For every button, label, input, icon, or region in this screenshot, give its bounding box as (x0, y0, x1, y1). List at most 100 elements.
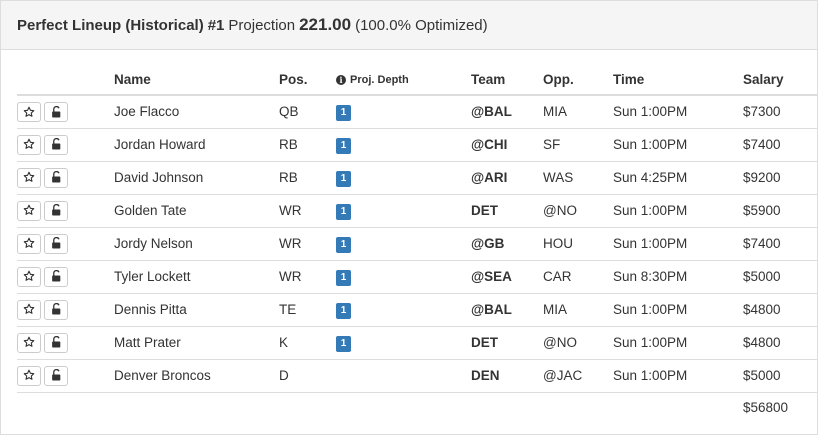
lock-button[interactable] (44, 266, 68, 287)
game-time: Sun 1:00PM (613, 194, 743, 228)
player-name[interactable]: Golden Tate (114, 194, 279, 228)
depth-badge: 1 (336, 302, 351, 319)
depth-badge: 1 (336, 269, 351, 286)
team-column-header[interactable]: Team (471, 65, 543, 96)
player-name[interactable]: Jordan Howard (114, 128, 279, 162)
table-header-row: Name Pos. i Proj. Depth Team Opp. Time Sa… (17, 65, 818, 96)
total-row: $56800 (17, 392, 818, 422)
row-actions (17, 326, 114, 360)
unlock-icon (51, 171, 60, 183)
unlock-icon (51, 303, 60, 315)
table-row: Denver Broncos D DEN @JAC Sun 1:00PM $50… (17, 359, 818, 393)
proj-depth-cell: 1 (336, 95, 471, 129)
table-row: Golden Tate WR 1 DET @NO Sun 1:00PM $590… (17, 194, 818, 228)
table-row: Jordan Howard RB 1 @CHI SF Sun 1:00PM $7… (17, 128, 818, 162)
proj-depth-cell: 1 (336, 161, 471, 195)
star-icon (23, 370, 35, 381)
player-name[interactable]: David Johnson (114, 161, 279, 195)
optimized-percent: (100.0% Optimized) (355, 16, 488, 34)
depth-column-header[interactable]: i Proj. Depth (336, 65, 471, 96)
player-opponent: MIA (543, 95, 613, 129)
game-time: Sun 1:00PM (613, 95, 743, 129)
row-actions (17, 359, 114, 393)
total-row-spacer (471, 392, 543, 422)
lock-button[interactable] (44, 332, 68, 353)
game-time: Sun 1:00PM (613, 326, 743, 360)
lock-button[interactable] (44, 101, 68, 122)
proj-depth-cell: 1 (336, 260, 471, 294)
total-row-spacer (17, 392, 114, 422)
game-time: Sun 1:00PM (613, 293, 743, 327)
depth-column-label: Proj. Depth (350, 73, 409, 86)
player-team: @BAL (471, 293, 543, 327)
name-column-header[interactable]: Name (114, 65, 279, 96)
row-actions (17, 95, 114, 129)
lock-button[interactable] (44, 233, 68, 254)
player-position: TE (279, 293, 336, 327)
game-time: Sun 1:00PM (613, 359, 743, 393)
unlock-icon (51, 204, 60, 216)
player-name[interactable]: Matt Prater (114, 326, 279, 360)
proj-depth-cell: 1 (336, 293, 471, 327)
lineup-rank: #1 (207, 16, 225, 34)
player-opponent: @NO (543, 194, 613, 228)
lock-button[interactable] (44, 299, 68, 320)
time-column-header[interactable]: Time (613, 65, 743, 96)
star-button[interactable] (17, 332, 41, 353)
player-opponent: HOU (543, 227, 613, 261)
player-opponent: @JAC (543, 359, 613, 393)
projection-label: Projection (228, 16, 296, 34)
player-position: WR (279, 194, 336, 228)
projection-value: 221.00 (299, 15, 352, 34)
player-team: DEN (471, 359, 543, 393)
pos-column-header[interactable]: Pos. (279, 65, 336, 96)
total-row-spacer (543, 392, 613, 422)
star-icon (23, 172, 35, 183)
player-opponent: WAS (543, 161, 613, 195)
proj-depth-cell: 1 (336, 227, 471, 261)
star-button[interactable] (17, 200, 41, 221)
total-salary: $56800 (743, 399, 789, 415)
total-row-spacer (613, 392, 743, 422)
star-button[interactable] (17, 101, 41, 122)
proj-depth-cell: 1 (336, 326, 471, 360)
lock-button[interactable] (44, 365, 68, 386)
player-name[interactable]: Jordy Nelson (114, 227, 279, 261)
actions-column-header (17, 65, 114, 96)
unlock-icon (51, 237, 60, 249)
player-opponent: CAR (543, 260, 613, 294)
player-name[interactable]: Dennis Pitta (114, 293, 279, 327)
player-position: QB (279, 95, 336, 129)
player-position: K (279, 326, 336, 360)
player-name[interactable]: Denver Broncos (114, 359, 279, 393)
star-button[interactable] (17, 299, 41, 320)
player-team: @GB (471, 227, 543, 261)
star-icon (23, 205, 35, 216)
star-button[interactable] (17, 134, 41, 155)
lock-button[interactable] (44, 167, 68, 188)
star-button[interactable] (17, 266, 41, 287)
player-salary: $4800 (743, 293, 818, 327)
star-button[interactable] (17, 365, 41, 386)
player-salary: $5900 (743, 194, 818, 228)
lock-button[interactable] (44, 200, 68, 221)
lineup-table: Name Pos. i Proj. Depth Team Opp. Time Sa… (17, 65, 818, 422)
table-row: Tyler Lockett WR 1 @SEA CAR Sun 8:30PM $… (17, 260, 818, 294)
table-row: David Johnson RB 1 @ARI WAS Sun 4:25PM $… (17, 161, 818, 195)
salary-column-header[interactable]: Salary (743, 65, 818, 96)
star-button[interactable] (17, 233, 41, 254)
lock-button[interactable] (44, 134, 68, 155)
player-name[interactable]: Tyler Lockett (114, 260, 279, 294)
depth-badge: 1 (336, 236, 351, 253)
info-icon[interactable]: i (336, 74, 346, 85)
star-icon (23, 271, 35, 282)
star-icon (23, 139, 35, 150)
player-name[interactable]: Joe Flacco (114, 95, 279, 129)
unlock-icon (51, 270, 60, 282)
total-row-spacer (336, 392, 471, 422)
star-icon (23, 106, 35, 117)
opp-column-header[interactable]: Opp. (543, 65, 613, 96)
star-button[interactable] (17, 167, 41, 188)
game-time: Sun 4:25PM (613, 161, 743, 195)
